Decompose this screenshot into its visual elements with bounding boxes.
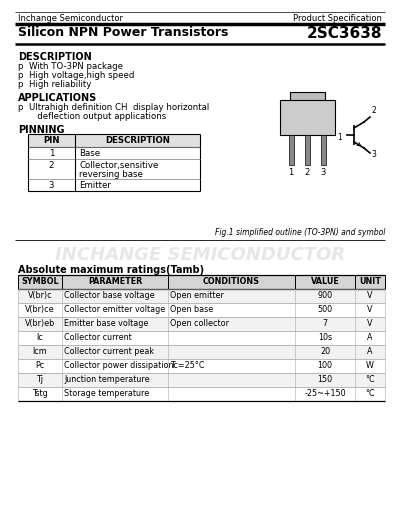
Text: p  Ultrahigh definition CH  display horizontal: p Ultrahigh definition CH display horizo…: [18, 103, 209, 112]
Text: Junction temperature: Junction temperature: [64, 375, 150, 384]
Text: PARAMETER: PARAMETER: [88, 277, 142, 286]
Text: Collector current peak: Collector current peak: [64, 347, 154, 356]
Bar: [18, 345, 385, 359]
Text: Emitter base voltage: Emitter base voltage: [64, 319, 148, 328]
Bar: [18, 373, 385, 387]
Text: Icm: Icm: [33, 347, 47, 356]
Text: Collector power dissipation: Collector power dissipation: [64, 361, 174, 370]
Text: 900: 900: [318, 291, 332, 300]
Text: 7: 7: [322, 319, 328, 328]
Bar: [304, 135, 310, 165]
Text: A: A: [367, 347, 373, 356]
Text: Collector emitter voltage: Collector emitter voltage: [64, 305, 165, 314]
Text: W: W: [366, 361, 374, 370]
Text: V: V: [367, 319, 373, 328]
Bar: [288, 135, 294, 165]
Text: Ic: Ic: [37, 333, 43, 342]
Text: A: A: [367, 333, 373, 342]
Text: Absolute maximum ratings(Tamb): Absolute maximum ratings(Tamb): [18, 265, 204, 275]
Text: Collector current: Collector current: [64, 333, 132, 342]
Text: reversing base: reversing base: [79, 170, 143, 179]
Text: DESCRIPTION: DESCRIPTION: [105, 136, 170, 145]
Text: 100: 100: [318, 361, 332, 370]
Text: Tj: Tj: [36, 375, 44, 384]
Text: 2: 2: [49, 161, 54, 170]
Text: -25~+150: -25~+150: [304, 389, 346, 398]
Text: PIN: PIN: [43, 136, 60, 145]
Bar: [18, 317, 385, 331]
Text: 20: 20: [320, 347, 330, 356]
Text: Emitter: Emitter: [79, 181, 111, 190]
Text: Open collector: Open collector: [170, 319, 229, 328]
Text: 1: 1: [49, 149, 54, 158]
Bar: [28, 134, 200, 147]
Text: APPLICATIONS: APPLICATIONS: [18, 93, 97, 103]
Text: 1: 1: [288, 168, 294, 177]
Text: Silicon NPN Power Transistors: Silicon NPN Power Transistors: [18, 26, 228, 39]
Text: 2: 2: [371, 106, 376, 115]
Text: 10s: 10s: [318, 333, 332, 342]
Text: V: V: [367, 305, 373, 314]
Text: PINNING: PINNING: [18, 125, 64, 135]
Text: INCHANGE SEMICONDUCTOR: INCHANGE SEMICONDUCTOR: [55, 246, 345, 264]
Text: deflection output applications: deflection output applications: [18, 112, 166, 121]
Text: 2: 2: [304, 168, 310, 177]
Text: DESCRIPTION: DESCRIPTION: [18, 52, 92, 62]
Text: °C: °C: [365, 375, 375, 384]
Bar: [320, 135, 326, 165]
Text: p  With TO-3PN package: p With TO-3PN package: [18, 62, 123, 71]
Text: CONDITIONS: CONDITIONS: [203, 277, 260, 286]
Text: 3: 3: [320, 168, 326, 177]
Bar: [18, 289, 385, 303]
Text: SYMBOL: SYMBOL: [21, 277, 59, 286]
Text: Inchange Semiconductor: Inchange Semiconductor: [18, 14, 123, 23]
Text: Fig.1 simplified outline (TO-3PN) and symbol: Fig.1 simplified outline (TO-3PN) and sy…: [215, 228, 385, 237]
Text: p  High voltage,high speed: p High voltage,high speed: [18, 71, 134, 80]
Text: V(br)eb: V(br)eb: [25, 319, 55, 328]
Text: VALUE: VALUE: [311, 277, 339, 286]
Text: Tstg: Tstg: [32, 389, 48, 398]
Bar: [290, 92, 325, 102]
Text: p  High reliability: p High reliability: [18, 80, 91, 89]
Text: Product Specification: Product Specification: [293, 14, 382, 23]
Bar: [18, 275, 385, 289]
Text: V(br)c: V(br)c: [28, 291, 52, 300]
Bar: [18, 359, 385, 373]
Text: V(br)ce: V(br)ce: [25, 305, 55, 314]
Text: Open emitter: Open emitter: [170, 291, 224, 300]
Bar: [18, 387, 385, 401]
Text: V: V: [367, 291, 373, 300]
Text: UNIT: UNIT: [359, 277, 381, 286]
Text: Storage temperature: Storage temperature: [64, 389, 149, 398]
Text: °C: °C: [365, 389, 375, 398]
Text: 2SC3638: 2SC3638: [306, 26, 382, 41]
Bar: [280, 100, 335, 135]
Text: Tc=25°C: Tc=25°C: [170, 361, 204, 370]
Text: Collector,sensitive: Collector,sensitive: [79, 161, 158, 170]
Bar: [18, 303, 385, 317]
Text: Collector base voltage: Collector base voltage: [64, 291, 155, 300]
Text: Open base: Open base: [170, 305, 213, 314]
Text: 3: 3: [371, 150, 376, 159]
Text: Base: Base: [79, 149, 100, 158]
Text: 500: 500: [318, 305, 332, 314]
Text: 3: 3: [49, 181, 54, 190]
Text: Pc: Pc: [35, 361, 45, 370]
Bar: [18, 331, 385, 345]
Text: 150: 150: [318, 375, 332, 384]
Text: 1: 1: [337, 133, 342, 142]
